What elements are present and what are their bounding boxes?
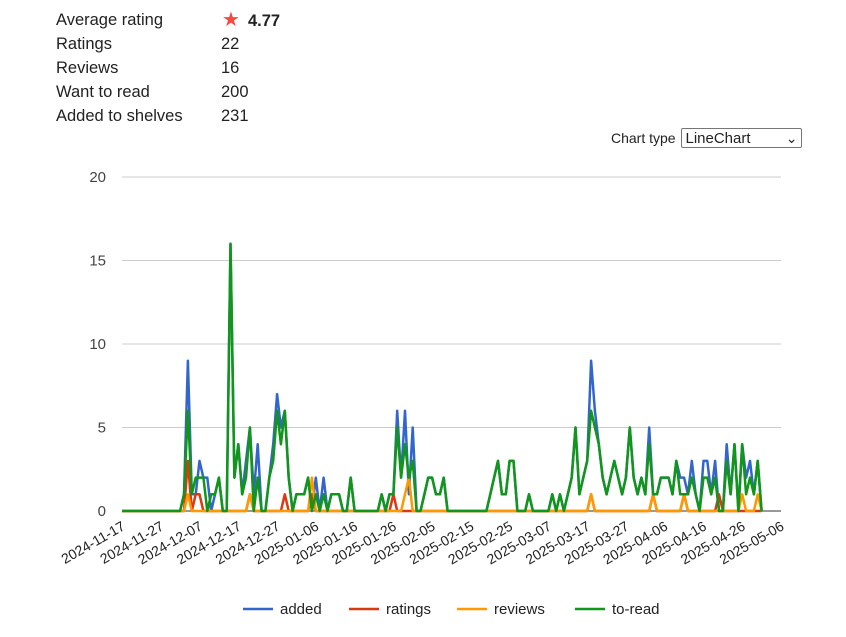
y-tick-label: 10 [89,336,106,353]
legend-label-ratings: ratings [386,601,431,618]
stat-value: 200 [221,83,249,101]
legend-label-reviews: reviews [494,601,545,618]
stat-label: Added to shelves [56,107,183,125]
chart-type-select[interactable]: LineChart ⌄ [681,128,803,148]
legend-label-added: added [280,601,322,618]
stat-label: Want to read [56,83,150,101]
stat-value: 231 [221,107,249,125]
stat-label: Average rating [56,11,164,29]
stat-label: Reviews [56,59,119,77]
y-tick-label: 15 [89,253,106,270]
y-tick-label: 20 [89,169,106,186]
chart-type-control: Chart type LineChart ⌄ [611,128,803,148]
y-tick-label: 5 [98,420,106,437]
series-line-added [122,242,763,513]
star-icon: ★ [222,9,240,31]
stat-value: 16 [221,59,240,77]
stat-value: ★ 4.77 [222,8,280,33]
chart-type-label: Chart type [611,130,676,146]
chevron-down-icon: ⌄ [785,130,798,146]
y-tick-label: 0 [98,503,106,520]
average-rating-value: 4.77 [248,12,281,30]
series-line-to-read [122,242,763,513]
chart-type-selected: LineChart [685,130,751,147]
legend-label-to-read: to-read [612,601,660,618]
stat-label: Ratings [56,35,112,53]
stat-value: 22 [221,35,240,53]
